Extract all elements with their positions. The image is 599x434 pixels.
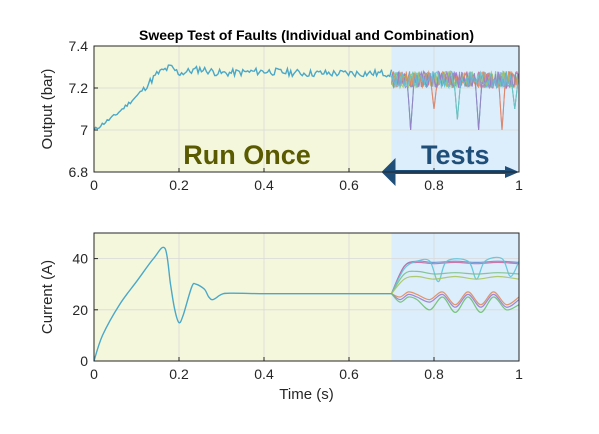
current-series-test	[390, 256, 520, 294]
output-x-tick-label: 0.4	[254, 177, 274, 193]
region-label-1: Tests	[421, 140, 490, 170]
current-plot: 0 0.2 0.4 0.6 0.8 1 0 20 40 Current (A) Time (s)	[39, 232, 523, 403]
output-y-tick-label: 7.4	[69, 38, 89, 54]
output-x-tick-label: 0	[90, 177, 98, 193]
current-y-tick-label: 0	[80, 353, 88, 369]
output-axes-frame	[93, 45, 520, 173]
output-plot: 0 0.2 0.4 0.6 0.8 1 6.8 7 7.2 7.4 Output (bar) Swee…	[39, 27, 523, 193]
output-x-tick-label: 1	[515, 177, 523, 193]
output-series-test	[391, 70, 520, 120]
output-title: Sweep Test of Faults (Individual and Com…	[139, 27, 474, 43]
output-x-tick-label: 0.6	[339, 177, 359, 193]
current-x-tick-label: 0.2	[169, 366, 189, 382]
current-axes-frame	[93, 232, 520, 362]
output-y-tick-label: 7	[80, 122, 88, 138]
current-x-tick-label: 0.8	[424, 366, 444, 382]
current-x-tick-label: 1	[515, 366, 523, 382]
current-y-tick-label: 20	[72, 302, 88, 318]
output-y-axis-label: Output (bar)	[39, 69, 56, 150]
output-x-tick-label: 0.2	[169, 177, 189, 193]
current-x-tick-label: 0	[90, 366, 98, 382]
current-series-test	[391, 275, 520, 295]
current-series-test	[390, 270, 520, 295]
output-y-tick-label: 6.8	[69, 164, 89, 180]
output-region-1	[391, 46, 519, 172]
output-x-tick-label: 0.8	[424, 177, 444, 193]
output-series-run-once	[93, 64, 393, 130]
current-x-tick-label: 0.4	[254, 366, 274, 382]
output-series-test	[391, 70, 520, 131]
current-y-tick-label: 40	[72, 251, 88, 267]
current-series-test	[390, 261, 520, 294]
current-series-test	[391, 293, 520, 314]
current-series-test	[391, 293, 520, 308]
current-series-test	[391, 291, 520, 306]
current-series-run-once	[93, 246, 392, 362]
current-region-0	[94, 233, 392, 361]
current-y-axis-label: Current (A)	[39, 260, 56, 334]
output-region-0	[94, 46, 392, 172]
current-x-axis-label: Time (s)	[279, 386, 333, 403]
output-y-tick-label: 7.2	[69, 80, 89, 96]
current-x-tick-label: 0.6	[339, 366, 359, 382]
region-label-0: Run Once	[183, 140, 311, 170]
